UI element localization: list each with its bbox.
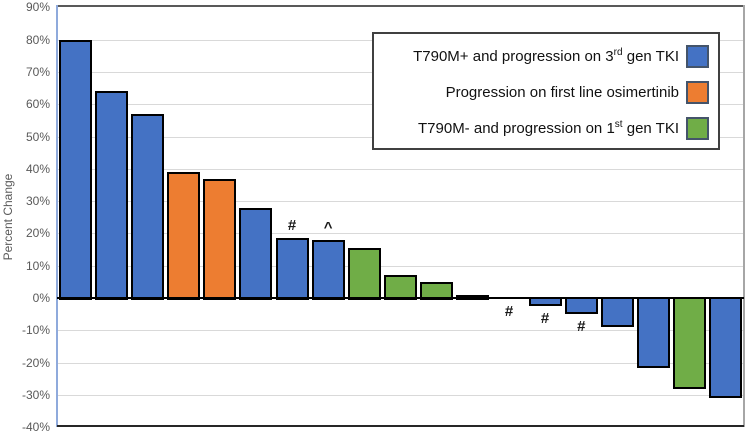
y-tick-label: -10% bbox=[21, 323, 50, 337]
legend-swatch bbox=[686, 44, 709, 68]
bar bbox=[58, 39, 92, 300]
caret-annotation: ^ bbox=[323, 218, 333, 236]
bar bbox=[130, 113, 164, 300]
y-tick-label: 50% bbox=[25, 130, 50, 144]
bar bbox=[384, 275, 417, 300]
gridline bbox=[57, 266, 744, 267]
legend-row: Progression on first line osimertinib bbox=[374, 74, 718, 110]
bar bbox=[94, 91, 128, 300]
gridline bbox=[57, 395, 744, 396]
hash-annotation: # bbox=[577, 317, 586, 335]
y-tick-label: 70% bbox=[25, 65, 50, 79]
legend-row: T790M- and progression on 1st gen TKI bbox=[374, 110, 718, 146]
bar bbox=[167, 172, 201, 300]
bar bbox=[239, 207, 273, 300]
hash-annotation: # bbox=[540, 309, 550, 327]
gridline bbox=[57, 330, 744, 331]
y-tick-label: -40% bbox=[21, 420, 50, 433]
bar bbox=[709, 297, 743, 398]
hash-annotation: # bbox=[287, 217, 297, 235]
plot-border-right bbox=[743, 5, 745, 427]
bar bbox=[203, 178, 237, 300]
bar bbox=[347, 247, 381, 300]
legend-label: T790M- and progression on 1st gen TKI bbox=[418, 119, 679, 137]
y-tick-label: -20% bbox=[21, 356, 50, 370]
plot-border-left bbox=[56, 5, 58, 427]
y-tick-label: -30% bbox=[21, 388, 50, 402]
zero-axis-line bbox=[57, 297, 744, 299]
legend-box: T790M+ and progression on 3rd gen TKI Pro… bbox=[372, 32, 720, 150]
y-axis-title: Percent Change bbox=[1, 173, 15, 261]
bar bbox=[637, 297, 671, 369]
y-tick-label: 10% bbox=[25, 259, 50, 273]
gridline bbox=[57, 233, 744, 234]
gridline bbox=[57, 169, 744, 170]
legend-label: Progression on first line osimertinib bbox=[445, 83, 679, 101]
bar bbox=[311, 239, 345, 300]
hash-annotation: # bbox=[504, 303, 514, 320]
bar bbox=[275, 238, 309, 300]
bar bbox=[564, 297, 598, 314]
y-tick-label: 0% bbox=[32, 291, 50, 305]
legend-row: T790M+ and progression on 3rd gen TKI bbox=[374, 38, 718, 74]
plot-area: # ^ # # # bbox=[56, 5, 745, 427]
y-tick-label: 20% bbox=[25, 226, 50, 240]
plot-border-top bbox=[57, 5, 744, 7]
legend-swatch bbox=[686, 116, 709, 140]
y-tick-label: 80% bbox=[25, 33, 50, 47]
y-tick-label: 90% bbox=[25, 0, 50, 14]
bar bbox=[673, 297, 707, 390]
y-tick-label: 40% bbox=[25, 162, 50, 176]
gridline bbox=[57, 201, 744, 202]
y-tick-label: 30% bbox=[25, 194, 50, 208]
legend-swatch bbox=[686, 80, 709, 104]
legend-label: T790M+ and progression on 3rd gen TKI bbox=[413, 47, 679, 65]
bar bbox=[600, 297, 634, 327]
plot-border-bottom bbox=[57, 425, 744, 427]
y-tick-label: 60% bbox=[25, 97, 50, 111]
gridline bbox=[57, 363, 744, 364]
